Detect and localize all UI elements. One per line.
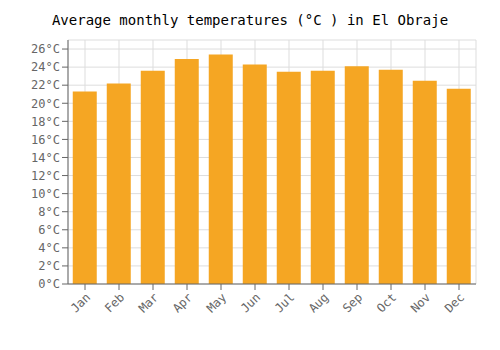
svg-text:Nov: Nov (408, 290, 433, 315)
svg-text:10°C: 10°C (31, 187, 60, 201)
svg-text:4°C: 4°C (38, 241, 60, 255)
svg-text:Aug: Aug (306, 290, 331, 315)
svg-text:May: May (204, 290, 229, 315)
svg-text:6°C: 6°C (38, 223, 60, 237)
svg-text:22°C: 22°C (31, 78, 60, 92)
svg-text:Jun: Jun (238, 290, 263, 315)
svg-text:24°C: 24°C (31, 60, 60, 74)
svg-text:20°C: 20°C (31, 97, 60, 111)
svg-text:8°C: 8°C (38, 205, 60, 219)
svg-text:Apr: Apr (170, 290, 195, 315)
svg-text:14°C: 14°C (31, 151, 60, 165)
svg-text:16°C: 16°C (31, 133, 60, 147)
html-text:Average monthly temperatures (: Average monthly temperatures (°C ) in El… (51, 12, 449, 28)
svg-text:Feb: Feb (102, 290, 127, 315)
svg-text:26°C: 26°C (31, 42, 60, 56)
svg-text:0°C: 0°C (38, 277, 60, 291)
svg-text:2°C: 2°C (38, 259, 60, 273)
svg-text:Dec: Dec (442, 290, 467, 315)
svg-text:Mar: Mar (136, 290, 161, 315)
svg-text:Sep: Sep (340, 290, 365, 315)
svg-text:Jul: Jul (272, 290, 297, 315)
svg-text:18°C: 18°C (31, 115, 60, 129)
svg-text:Jan: Jan (68, 290, 93, 315)
svg-text:Oct: Oct (374, 290, 399, 315)
svg-text:12°C: 12°C (31, 169, 60, 183)
